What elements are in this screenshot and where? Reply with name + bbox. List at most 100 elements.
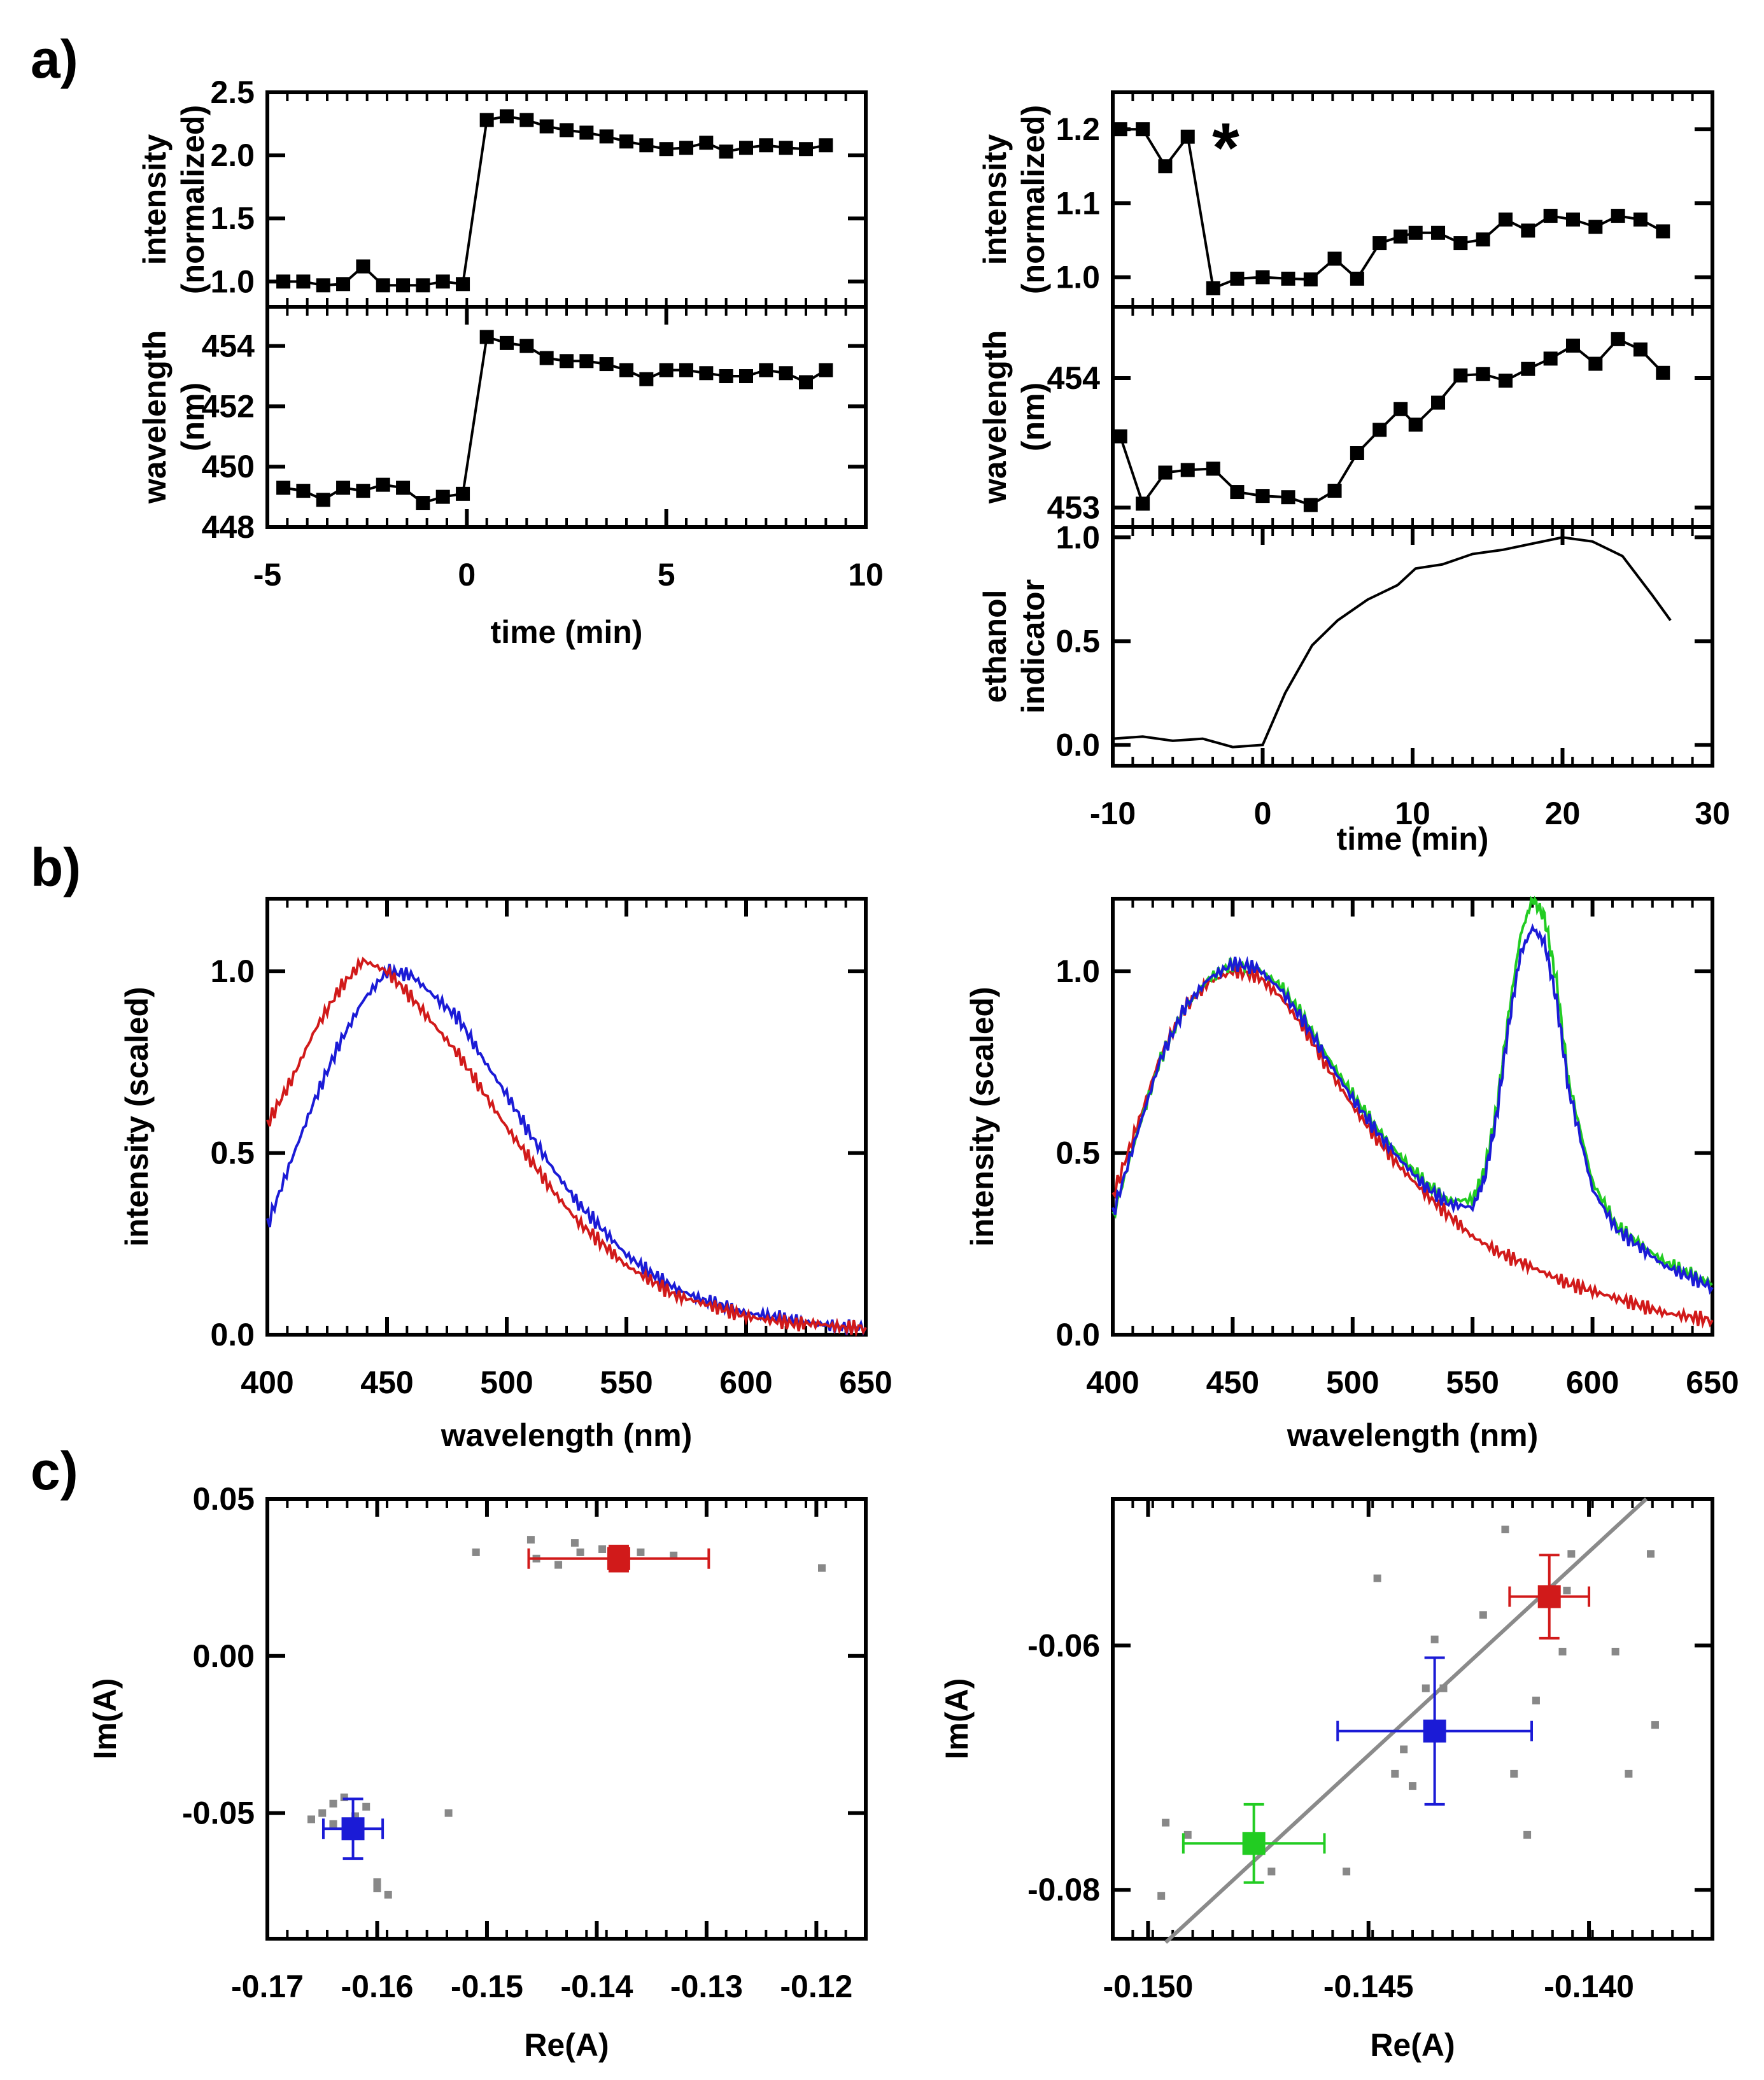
a-right-top-data-point <box>1453 236 1468 251</box>
c-left-ytick-label: 0.00 <box>193 1638 255 1674</box>
a-right-bottom-xtick-label: 0 <box>1254 796 1272 831</box>
b-left-xlabel: wavelength (nm) <box>441 1417 692 1453</box>
a-right-bottom-xtick-label: 30 <box>1695 796 1730 831</box>
a-left-top-data-point <box>435 274 450 289</box>
a-left-bottom-data-point <box>819 363 833 377</box>
c-right-xtick-label: -0.140 <box>1544 1969 1634 2004</box>
c-left-xtick-label: -0.15 <box>451 1969 523 2004</box>
a-right-middle-plot: 453 454 wavelength (nm) <box>977 305 1714 529</box>
a-left-top-data-point <box>579 125 594 140</box>
a-right-top-frame <box>1111 90 1714 309</box>
c-right-grey-point <box>1647 1550 1655 1558</box>
b-left-xtick-label: 500 <box>480 1365 533 1400</box>
a-left-bottom-series-line <box>283 335 827 505</box>
c-right-grey-point <box>1563 1586 1571 1594</box>
a-left-top-data-point <box>719 144 733 159</box>
b-left-ytick-label: 0.0 <box>210 1317 255 1353</box>
c-right-ytick-label: -0.08 <box>1027 1872 1100 1908</box>
c-right-grey-point <box>1409 1782 1416 1790</box>
a-right-middle-ylabel: wavelength <box>977 330 1013 504</box>
b-right-ytick-label: 0.0 <box>1055 1317 1100 1353</box>
a-right-bottom-xtick-label: 10 <box>1395 796 1430 831</box>
a-left-bottom-data-point <box>599 357 614 372</box>
c-left-grey-point <box>362 1802 370 1811</box>
a-left-bottom-data-point <box>296 484 311 498</box>
c-right-grey-point <box>1479 1611 1487 1619</box>
b-right-frame <box>1111 897 1714 1337</box>
a-left-bottom-xtick-label: 0 <box>458 557 476 593</box>
a-right-middle-data-point <box>1372 423 1387 437</box>
a-right-middle-data-point <box>1158 465 1173 480</box>
a-left-top-data-point <box>739 141 753 155</box>
c-right-frame <box>1111 1497 1714 1941</box>
a-left-bottom-data-point <box>276 481 291 495</box>
a-right-middle-series-line <box>1118 337 1664 507</box>
a-right-middle-data-point <box>1408 418 1423 432</box>
b-left-ytick-label: 0.5 <box>210 1135 255 1171</box>
a-left-top-ytick-label: 1.5 <box>210 200 255 236</box>
c-right-plot: -0.08 -0.06 -0.150 -0.145 -0.140 Re(A) Im(A) <box>939 1497 1714 2063</box>
c-right-grey-point <box>1611 1647 1619 1655</box>
c-right-grey-point <box>1510 1769 1518 1778</box>
c-left-ylabel: Im(A) <box>87 1678 123 1760</box>
a-right-top-data-point <box>1136 122 1150 137</box>
a-left-bottom-data-point <box>316 493 330 507</box>
a-right-middle-data-point <box>1588 356 1603 371</box>
c-left-grey-point <box>318 1809 327 1817</box>
c-right-mean-point-green <box>1242 1832 1266 1855</box>
c-left-xlabel: Re(A) <box>524 2027 609 2063</box>
a-left-top-data-point <box>316 278 330 293</box>
c-right-xtick-label: -0.150 <box>1103 1969 1194 2004</box>
a-left-bottom-data-point <box>456 486 470 501</box>
a-left-top-data-point <box>699 136 714 150</box>
a-left-bottom-data-point <box>539 351 554 365</box>
b-right-series-green <box>1111 896 1713 1287</box>
c-left-xtick-label: -0.17 <box>231 1969 304 2004</box>
b-right-ytick-label: 1.0 <box>1055 953 1100 989</box>
a-left-top-data-point <box>819 138 833 153</box>
c-left-grey-point <box>554 1561 563 1569</box>
a-right-middle-data-point <box>1431 395 1446 410</box>
a-right-top-data-point <box>1281 271 1295 286</box>
a-left-top-data-point <box>759 138 773 153</box>
a-right-top-ylabel: intensity <box>977 134 1013 265</box>
c-right-mean-point-blue <box>1423 1719 1446 1743</box>
panel-label-c: c) <box>31 1441 78 1501</box>
c-left-grey-point <box>373 1878 381 1887</box>
a-right-top-data-point <box>1588 220 1603 234</box>
a-right-middle-data-point <box>1611 332 1625 346</box>
a-right-middle-data-point <box>1230 485 1245 500</box>
c-left-grey-point <box>576 1548 584 1556</box>
c-left-grey-point <box>598 1545 607 1553</box>
a-right-bottom-frame <box>1111 525 1714 768</box>
a-right-middle-ytick-label: 454 <box>1047 360 1101 396</box>
a-right-top-data-point <box>1180 129 1195 144</box>
panel-label-b: b) <box>31 838 81 897</box>
a-left-bottom-data-point <box>799 375 813 390</box>
a-left-bottom-data-point <box>336 481 351 495</box>
a-right-top-ytick-label: 1.0 <box>1055 260 1100 295</box>
a-left-top-ytick-label: 1.0 <box>210 264 255 299</box>
a-left-bottom-data-point <box>579 354 594 369</box>
a-right-top-data-point <box>1158 159 1173 174</box>
a-right-top-data-point <box>1476 232 1490 247</box>
a-left-top-plot: 1.0 1.5 2.0 2.5 intensity (normalized) <box>137 74 868 309</box>
a-right-middle-data-point <box>1303 498 1318 512</box>
a-left-top-data-point <box>659 142 674 157</box>
c-right-ylabel: Im(A) <box>939 1678 975 1760</box>
a-left-top-data-point <box>456 277 470 292</box>
a-right-top-data-point <box>1499 212 1513 227</box>
a-right-top-data-point <box>1394 229 1408 244</box>
a-right-top-data-point <box>1543 209 1558 223</box>
a-right-top-data-point <box>1327 251 1342 266</box>
a-left-top-ytick-label: 2.5 <box>210 74 255 110</box>
a-right-middle-data-point <box>1499 374 1513 388</box>
a-left-top-data-point <box>779 141 793 155</box>
b-right-xtick-label: 450 <box>1206 1365 1259 1400</box>
c-left-ytick-label: -0.05 <box>182 1795 255 1831</box>
a-left-bottom-ytick-label: 448 <box>202 509 255 545</box>
a-left-bottom-data-point <box>699 366 714 381</box>
a-left-bottom-data-point <box>739 369 753 384</box>
a-left-top-data-point <box>799 142 813 157</box>
